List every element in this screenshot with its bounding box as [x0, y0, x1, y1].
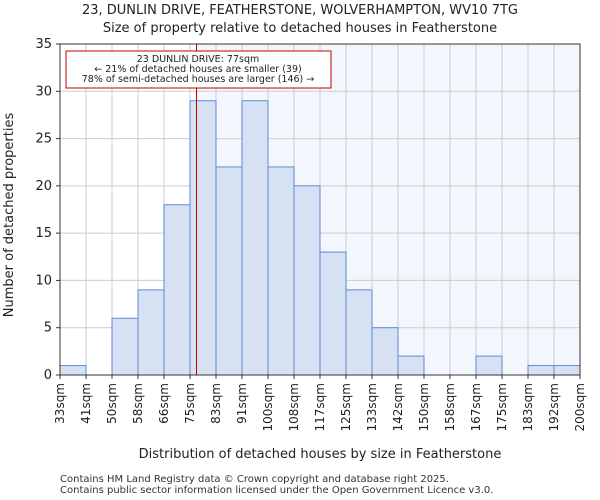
y-tick-label: 10	[35, 273, 52, 288]
x-tick-label: 75sqm	[183, 383, 197, 424]
x-tick-label: 100sqm	[261, 383, 275, 431]
histogram-bar	[371, 327, 399, 376]
chart-title: 23, DUNLIN DRIVE, FEATHERSTONE, WOLVERHA…	[82, 3, 518, 18]
histogram-chart: 23, DUNLIN DRIVE, FEATHERSTONE, WOLVERHA…	[2, 3, 587, 462]
histogram-bar	[345, 289, 373, 376]
histogram-bar	[527, 365, 555, 376]
x-tick-label: 167sqm	[469, 383, 483, 431]
y-tick-label: 35	[35, 37, 52, 52]
y-tick-label: 0	[44, 368, 52, 383]
y-tick-label: 25	[35, 132, 52, 147]
x-tick-label: 108sqm	[287, 383, 301, 431]
histogram-bar	[215, 166, 243, 376]
footer-line-2: Contains public sector information licen…	[60, 485, 494, 496]
plot-frame	[59, 43, 581, 376]
annotation-line: 78% of semi-detached houses are larger (…	[82, 74, 315, 85]
histogram-bar	[293, 185, 321, 376]
x-tick-label: 66sqm	[157, 383, 171, 424]
x-tick-label: 133sqm	[365, 383, 379, 431]
x-tick-label: 50sqm	[105, 383, 119, 424]
y-tick-label: 30	[35, 84, 52, 99]
histogram-bar	[267, 166, 295, 376]
x-tick-label: 117sqm	[313, 383, 327, 431]
x-tick-label: 150sqm	[417, 383, 431, 431]
y-tick-label: 20	[35, 179, 52, 194]
histogram-bar	[553, 365, 581, 376]
histogram-bar	[397, 355, 425, 376]
histogram-bar	[111, 317, 139, 376]
x-tick-label: 200sqm	[573, 383, 587, 431]
annotation-line: 23 DUNLIN DRIVE: 77sqm	[137, 54, 259, 65]
histogram-bar	[59, 365, 87, 376]
x-tick-label: 125sqm	[339, 383, 353, 431]
y-axis-label: Number of detached properties	[2, 113, 17, 318]
x-tick-label: 33sqm	[53, 383, 67, 424]
x-tick-label: 183sqm	[521, 383, 535, 431]
annotation-box	[65, 50, 332, 89]
x-tick-label: 142sqm	[391, 383, 405, 431]
histogram-bar	[241, 100, 269, 376]
x-tick-label: 175sqm	[495, 383, 509, 431]
annotation-line: ← 21% of detached houses are smaller (39…	[94, 64, 301, 75]
x-tick-label: 41sqm	[79, 383, 93, 424]
histogram-bar	[189, 100, 217, 376]
chart-subtitle: Size of property relative to detached ho…	[103, 21, 497, 36]
x-tick-label: 83sqm	[209, 383, 223, 424]
histogram-bar	[475, 355, 503, 376]
x-axis-label: Distribution of detached houses by size …	[139, 447, 502, 462]
histogram-bar	[137, 289, 165, 376]
x-tick-label: 58sqm	[131, 383, 145, 424]
x-tick-label: 91sqm	[235, 383, 249, 424]
histogram-bar	[163, 204, 191, 376]
footer-line-1: Contains HM Land Registry data © Crown c…	[60, 474, 449, 485]
x-tick-label: 192sqm	[547, 383, 561, 431]
histogram-bar	[319, 251, 347, 376]
y-tick-label: 5	[44, 321, 52, 336]
y-tick-label: 15	[35, 226, 52, 241]
x-tick-label: 158sqm	[443, 383, 457, 431]
